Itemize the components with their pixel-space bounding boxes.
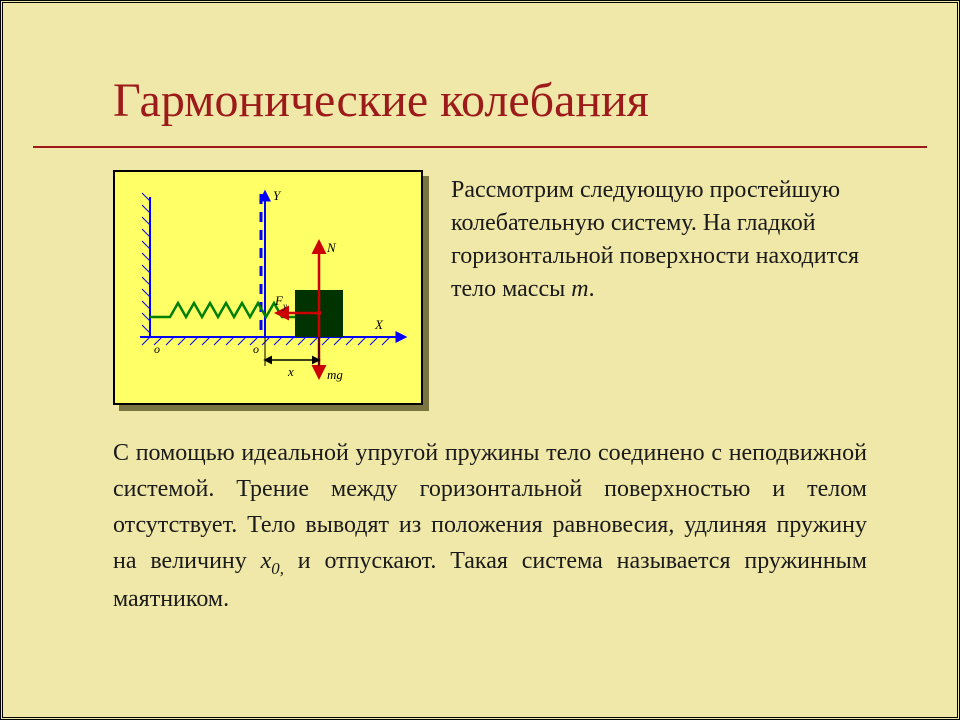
intro-end: . xyxy=(589,276,595,302)
body-x0: x xyxy=(261,548,272,574)
slide: Гармонические колебания YXNmgFyxoo Рассм… xyxy=(0,0,960,720)
content-row: YXNmgFyxoo Рассмотрим следующую простейш… xyxy=(33,170,927,405)
intro-span: Рассмотрим следующую простейшую колебате… xyxy=(451,177,859,302)
title-rule xyxy=(33,146,927,148)
intro-text: Рассмотрим следующую простейшую колебате… xyxy=(451,170,867,306)
slide-title: Гармонические колебания xyxy=(33,33,927,146)
intro-m: m xyxy=(571,276,588,302)
svg-text:o: o xyxy=(253,342,259,356)
svg-text:Y: Y xyxy=(273,188,282,203)
svg-text:o: o xyxy=(154,342,160,356)
diagram-svg: YXNmgFyxoo xyxy=(115,172,425,407)
svg-text:mg: mg xyxy=(327,367,343,382)
svg-text:X: X xyxy=(374,317,384,332)
spring-mass-diagram: YXNmgFyxoo xyxy=(113,170,423,405)
svg-text:x: x xyxy=(287,364,294,379)
body-sub: 0, xyxy=(271,559,284,578)
body-text: С помощью идеальной упругой пружины тело… xyxy=(33,405,927,617)
svg-text:N: N xyxy=(326,240,337,255)
